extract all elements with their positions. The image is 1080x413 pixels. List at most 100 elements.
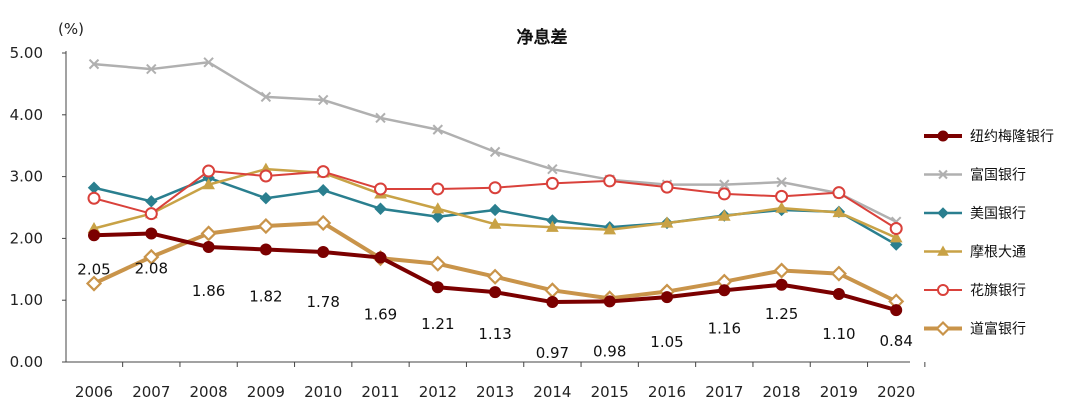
data-label: 0.84 [879, 332, 912, 350]
y-tick-label: 0.00 [10, 353, 43, 371]
data-point [547, 163, 558, 175]
legend-label: 纽约梅隆银行 [970, 129, 1054, 145]
data-label: 1.25 [765, 305, 798, 323]
data-point [488, 181, 502, 195]
data-point [717, 187, 731, 201]
data-point [937, 245, 949, 256]
legend-item: 纽约梅隆银行 [924, 129, 1054, 145]
data-point [660, 216, 674, 228]
data-label: 1.21 [421, 315, 454, 333]
data-point [202, 241, 215, 254]
data-point [429, 255, 446, 272]
data-label: 0.97 [536, 344, 569, 362]
data-point-stroke [432, 124, 444, 135]
data-point [488, 217, 502, 229]
x-tick-label: 2007 [132, 383, 170, 401]
data-point-stroke [719, 179, 730, 190]
legend-item: 美国银行 [924, 206, 1026, 222]
series-4 [87, 164, 903, 236]
x-tick-label: 2015 [591, 383, 629, 401]
data-point [935, 320, 951, 337]
data-point-stroke [776, 176, 787, 188]
data-label: 1.16 [708, 319, 741, 337]
data-point [374, 202, 387, 215]
data-label: 1.82 [249, 288, 282, 306]
data-point [489, 146, 501, 158]
data-point [775, 189, 789, 203]
data-label: 1.05 [650, 333, 683, 351]
data-point [431, 210, 445, 223]
data-point [85, 275, 103, 292]
data-point [259, 169, 273, 183]
x-tick-label: 2008 [190, 383, 228, 401]
data-point [260, 91, 272, 103]
data-point-stroke [375, 112, 386, 124]
data-point [717, 209, 731, 221]
legend-item: 花旗银行 [924, 283, 1026, 299]
x-tick-label: 2013 [476, 383, 514, 401]
data-point [832, 288, 845, 301]
data-point [937, 130, 949, 142]
x-tick-label: 2012 [419, 383, 457, 401]
legend-label: 美国银行 [970, 206, 1026, 222]
data-point [259, 243, 272, 256]
data-point [546, 296, 559, 309]
data-label: 1.69 [364, 306, 397, 324]
data-point [889, 231, 903, 243]
legend-item: 摩根大通 [924, 244, 1026, 261]
data-point [317, 94, 329, 106]
x-tick-label: 2016 [648, 383, 686, 401]
data-point [145, 227, 158, 240]
data-point [603, 295, 616, 308]
chart-data-labels: 2.05 2.08 1.86 1.82 1.78 1.69 1.21 1.13 0.97 0.98… [77, 259, 913, 362]
data-point-stroke [203, 57, 214, 68]
y-tick-label: 2.00 [10, 229, 43, 247]
data-label: 1.86 [192, 282, 225, 300]
data-point-stroke [260, 91, 272, 103]
x-tick-label: 2019 [820, 383, 858, 401]
chart-axes: 净息差 (%) 0.00 1.00 2.00 3.00 4.00 5.00 2006 2007 20… [10, 20, 926, 401]
data-point [832, 205, 846, 218]
data-point [773, 262, 790, 279]
data-point [88, 229, 100, 242]
data-point [889, 222, 903, 236]
y-axis-unit: (%) [58, 20, 84, 38]
data-point [487, 268, 504, 285]
data-point [202, 164, 216, 178]
data-label: 1.78 [306, 293, 339, 311]
data-point-stroke [317, 94, 329, 106]
data-point-stroke [547, 163, 558, 175]
data-point [88, 58, 100, 70]
data-point [603, 223, 617, 235]
data-point [718, 284, 731, 297]
data-point [202, 178, 215, 190]
data-point [661, 291, 673, 304]
chart-series [85, 57, 905, 317]
data-point [259, 192, 273, 205]
data-point [257, 217, 274, 235]
data-point [146, 63, 157, 75]
y-tick-label: 5.00 [10, 44, 43, 62]
data-point [937, 207, 949, 219]
data-point [317, 245, 330, 258]
legend-label: 道富银行 [970, 321, 1026, 338]
data-point [832, 186, 846, 200]
data-point [374, 182, 387, 196]
data-point [316, 165, 330, 179]
legend-item: 道富银行 [924, 321, 1026, 338]
data-point-stroke [146, 63, 157, 75]
data-point-stroke [938, 169, 948, 180]
data-point [87, 191, 101, 205]
data-point [775, 278, 788, 291]
y-tick-label: 3.00 [10, 168, 43, 186]
data-point [938, 169, 948, 180]
data-point [489, 286, 502, 299]
legend-label: 摩根大通 [970, 244, 1026, 261]
data-point [87, 181, 101, 194]
data-label: 0.98 [593, 342, 626, 360]
x-tick-label: 2014 [533, 383, 571, 401]
data-point [775, 201, 788, 213]
data-point [203, 57, 214, 68]
